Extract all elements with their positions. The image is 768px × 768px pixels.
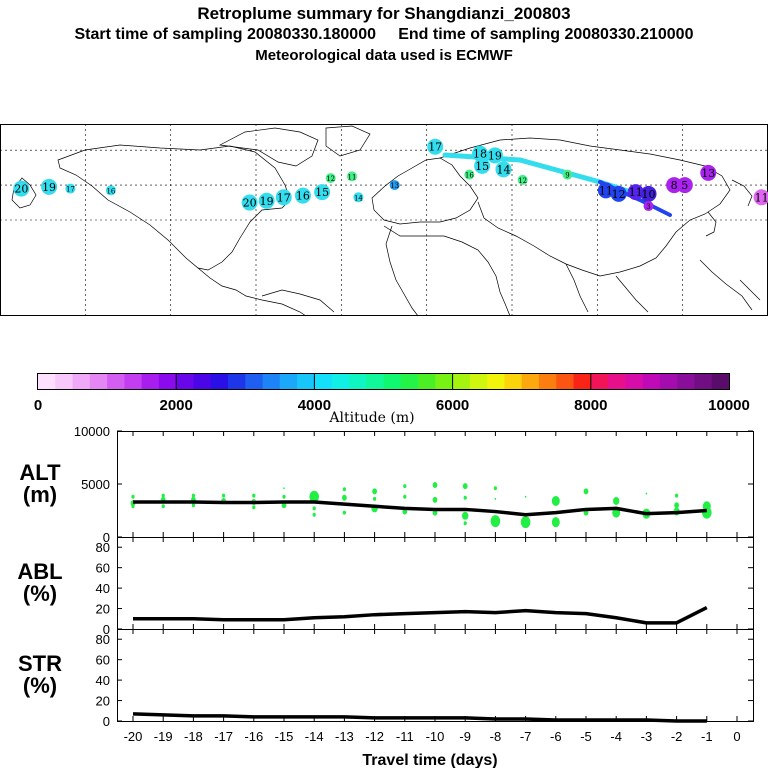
plume-marker-label: 9: [565, 172, 569, 180]
plume-marker: [486, 147, 503, 164]
plume-marker-label: 13: [390, 182, 399, 190]
plume-marker: [700, 164, 717, 181]
plume-marker: [562, 169, 573, 180]
plume-marker: [105, 185, 116, 196]
plume-marker: [627, 184, 644, 201]
plume-marker-label: 13: [701, 167, 715, 180]
plume-marker: [427, 138, 444, 155]
plume-marker: [275, 189, 292, 206]
plume-marker: [610, 185, 627, 202]
plume-marker-label: 17: [428, 141, 442, 154]
plume-marker: [495, 161, 512, 178]
plume-marker-label: 12: [518, 177, 527, 185]
plume-marker: [753, 189, 768, 206]
plume-marker-label: 5: [681, 179, 688, 192]
plume-marker: [314, 184, 331, 201]
plume-marker-label: 19: [42, 181, 56, 194]
plume-marker: [65, 183, 76, 194]
plume-marker-label: 8: [671, 179, 678, 192]
plume-marker-label: 16: [465, 172, 474, 180]
met-data-note: Meteorological data used is ECMWF: [255, 47, 513, 64]
plume-marker-label: 15: [475, 160, 489, 173]
plume-marker-label: 16: [106, 187, 115, 195]
plume-marker-label: 20: [243, 197, 257, 210]
plume-marker: [597, 182, 614, 199]
plume-marker: [325, 173, 336, 184]
plume-marker: [258, 192, 275, 209]
plume-marker-label: 12: [612, 188, 626, 201]
coastlines: [11, 125, 761, 317]
plume-marker: [294, 187, 311, 204]
plume-marker: [474, 157, 491, 174]
plume-marker-label: 11: [755, 191, 768, 204]
plume-marker-label: 17: [277, 191, 291, 204]
plume-marker-label: 20: [14, 183, 28, 196]
plume-marker-label: 3: [646, 203, 650, 211]
map-gridlines: [0, 124, 768, 316]
sampling-times: Start time of sampling 20080330.180000 E…: [74, 26, 694, 43]
plume-marker: [13, 180, 30, 197]
plume-marker: [666, 177, 683, 194]
plume-marker-label: 14: [354, 194, 363, 202]
plume-marker-label: 14: [496, 163, 510, 176]
plume-marker-label: 18: [473, 148, 487, 161]
plume-marker: [472, 145, 488, 162]
plume-marker: [389, 180, 400, 191]
plume-marker-label: 10: [642, 188, 656, 201]
plume-marker-label: 19: [488, 149, 502, 162]
plume-marker-label: 16: [296, 190, 310, 203]
plume-marker: [640, 185, 657, 202]
plume-marker-label: 11: [629, 186, 643, 199]
plume-marker-label: 19: [260, 195, 274, 208]
plume-marker-label: 12: [326, 175, 335, 183]
plume-marker-label: 17: [66, 186, 75, 194]
plume-marker: [347, 171, 357, 182]
plume-marker: [241, 194, 258, 211]
plume-marker-label: 15: [315, 186, 329, 199]
chart-title: Retroplume summary for Shangdianzi_20080…: [197, 4, 571, 23]
plume-marker-label: 11: [599, 184, 613, 197]
plume-marker: [353, 192, 364, 203]
plume-marker-label: 11: [348, 173, 357, 181]
plume-marker: [517, 174, 528, 185]
plume-marker: [643, 201, 654, 212]
plume-marker: [464, 169, 475, 180]
plume-marker: [41, 178, 58, 195]
